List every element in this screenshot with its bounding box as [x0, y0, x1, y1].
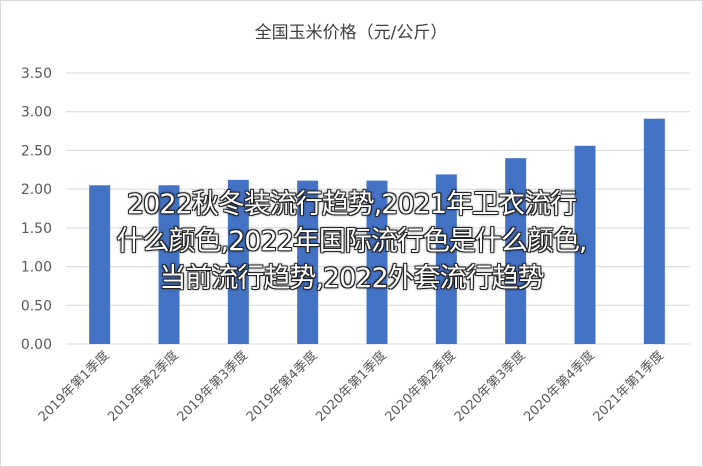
- x-tick-label: 2019年第3季度: [174, 348, 251, 425]
- bar: [227, 179, 249, 344]
- x-tick-label: 2019年第4季度: [243, 348, 320, 425]
- bar: [297, 180, 319, 344]
- y-tick-label: 0.50: [21, 298, 52, 314]
- y-tick-label: 3.00: [21, 105, 52, 121]
- bar: [158, 185, 180, 344]
- y-axis-ticks: 0.00 0.50 1.00 1.50 2.00 2.50 3.00 3.50: [21, 66, 52, 353]
- y-tick-label: 3.50: [21, 66, 52, 82]
- x-tick-label: 2019年第2季度: [104, 348, 181, 425]
- bar: [89, 185, 111, 344]
- bars: [89, 118, 665, 344]
- x-tick-label: 2020年第3季度: [451, 348, 528, 425]
- x-tick-label: 2020年第2季度: [382, 348, 459, 425]
- bar: [366, 180, 388, 344]
- y-tick-label: 1.00: [21, 260, 52, 276]
- x-tick-label: 2021年第1季度: [590, 348, 667, 425]
- y-tick-label: 0.00: [21, 337, 52, 353]
- y-tick-label: 1.50: [21, 221, 52, 237]
- bar: [505, 158, 527, 344]
- y-tick-label: 2.00: [21, 182, 52, 198]
- x-tick-label: 2019年第1季度: [35, 348, 112, 425]
- y-tick-label: 2.50: [21, 143, 52, 159]
- x-tick-label: 2020年第4季度: [520, 348, 597, 425]
- bar: [435, 174, 457, 344]
- bar: [643, 118, 665, 344]
- x-axis-ticks: 2019年第1季度2019年第2季度2019年第3季度2019年第4季度2020…: [35, 348, 667, 425]
- chart-title: 全国玉米价格（元/公斤）: [255, 23, 448, 43]
- bar: [574, 145, 596, 344]
- x-tick-label: 2020年第1季度: [312, 348, 389, 425]
